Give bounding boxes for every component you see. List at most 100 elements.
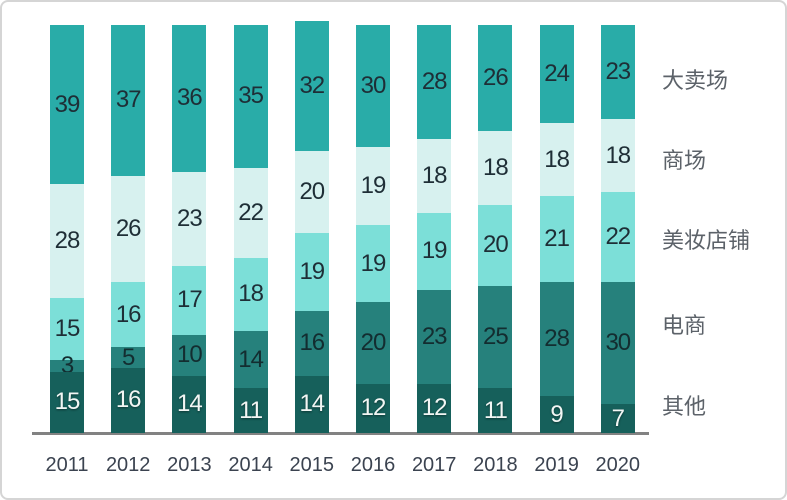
bar-segment-1: 32: [294, 20, 329, 152]
bar-segment-3: 21: [539, 196, 574, 283]
bar-segment-3: 19: [417, 212, 452, 291]
value-label: 18: [238, 280, 264, 308]
bar-segment-3: 15: [50, 298, 84, 360]
x-tick-label-2016: 2016: [350, 454, 396, 476]
value-label: 39: [54, 90, 81, 118]
value-label: 28: [544, 325, 570, 353]
value-label: 20: [360, 329, 387, 357]
value-label: 22: [605, 223, 631, 251]
value-label: 25: [483, 323, 509, 351]
bar-segment-2: 18: [417, 139, 452, 213]
value-label: 23: [421, 323, 448, 351]
value-label: 12: [360, 394, 387, 422]
bar-segment-2: 19: [356, 147, 390, 225]
bar-segment-2: 22: [233, 167, 268, 258]
x-tick-label-2018: 2018: [473, 454, 518, 476]
value-label: 20: [483, 231, 509, 259]
bar-2012: 37 26 16 5 16: [111, 25, 146, 433]
bar-segment-3: 16: [111, 282, 146, 348]
value-label: 32: [299, 72, 325, 100]
value-label: 12: [421, 394, 448, 422]
bar-segment-3: 17: [172, 265, 207, 336]
bar-2020: 23 18 22 30 7: [600, 25, 635, 433]
bar-segment-1: 28: [417, 25, 452, 140]
x-tick-label-2011: 2011: [45, 454, 89, 476]
bar-segment-4: 30: [600, 282, 635, 405]
value-label: 11: [239, 396, 263, 424]
value-label: 30: [605, 329, 631, 357]
x-tick-label-2019: 2019: [534, 454, 579, 476]
bar-2015: 32 20 19 16 14: [294, 20, 329, 433]
value-label: 20: [299, 178, 325, 206]
bar-segment-3: 22: [600, 192, 635, 283]
bar-segment-2: 26: [111, 175, 146, 283]
x-tick-label-2014: 2014: [228, 454, 273, 476]
bar-segment-1: 39: [50, 25, 84, 185]
value-label: 16: [299, 329, 325, 357]
value-label: 3: [60, 351, 74, 379]
value-label: 11: [483, 396, 508, 424]
bar-segment-2: 20: [294, 151, 329, 234]
bar-segment-2: 18: [478, 131, 513, 205]
value-label: 23: [605, 57, 631, 85]
bar-segment-4: 5: [111, 343, 146, 371]
bar-segment-2: 18: [539, 122, 574, 197]
value-label: 10: [177, 341, 203, 369]
bar-segment-4: 10: [172, 335, 207, 376]
value-label: 16: [115, 386, 142, 414]
bar-segment-5: 9: [539, 396, 574, 433]
x-tick-label-2012: 2012: [105, 454, 151, 476]
value-label: 18: [544, 145, 570, 173]
bar-segment-3: 19: [356, 224, 390, 303]
bar-segment-4: 20: [356, 302, 390, 385]
bar-segment-3: 19: [294, 233, 329, 311]
bar-2019: 24 18 21 28 9: [539, 25, 574, 433]
bar-segment-4: 3: [50, 353, 84, 377]
bar-segment-5: 11: [233, 388, 268, 433]
x-tick-label-2020: 2020: [595, 454, 641, 476]
bar-segment-1: 35: [233, 25, 268, 168]
bar-segment-2: 23: [172, 171, 207, 266]
x-tick-label-2015: 2015: [289, 454, 335, 476]
value-label: 21: [544, 225, 570, 253]
bar-segment-3: 20: [478, 204, 513, 287]
bar-segment-2: 28: [50, 184, 84, 299]
value-label: 35: [238, 82, 264, 110]
value-label: 19: [360, 172, 387, 200]
bar-segment-1: 30: [356, 25, 390, 148]
bar-2011: 39 28 15 3 15: [50, 25, 84, 433]
value-label: 30: [360, 72, 387, 100]
value-label: 19: [360, 249, 387, 277]
bar-segment-5: 14: [172, 375, 207, 433]
x-tick-label-2017: 2017: [411, 454, 457, 476]
value-label: 15: [54, 314, 81, 342]
value-label: 28: [421, 68, 448, 96]
value-label: 18: [421, 161, 448, 189]
bar-segment-2: 18: [600, 118, 635, 193]
value-label: 26: [115, 214, 142, 242]
value-label: 19: [421, 237, 448, 265]
value-label: 36: [177, 84, 203, 112]
x-tick-label-2013: 2013: [167, 454, 212, 476]
value-label: 5: [122, 343, 135, 371]
legend-label-4: 电商: [662, 313, 707, 338]
value-label: 23: [177, 204, 203, 232]
value-label: 14: [238, 345, 264, 373]
legend-label-5: 其他: [662, 394, 707, 419]
value-label: 37: [115, 86, 142, 114]
x-axis-line: [32, 432, 649, 435]
bar-segment-5: 14: [294, 375, 329, 433]
bar-segment-5: 12: [356, 384, 390, 433]
bar-segment-1: 26: [478, 25, 513, 132]
bar-segment-4: 23: [417, 290, 452, 385]
bar-segment-1: 24: [539, 25, 574, 123]
bar-2016: 30 19 19 20 12: [356, 25, 390, 433]
value-label: 16: [115, 300, 142, 328]
value-label: 18: [605, 141, 631, 169]
value-label: 14: [299, 390, 325, 418]
legend-label-1: 大卖场: [662, 68, 729, 93]
value-label: 18: [483, 153, 509, 181]
value-label: 19: [299, 257, 325, 285]
